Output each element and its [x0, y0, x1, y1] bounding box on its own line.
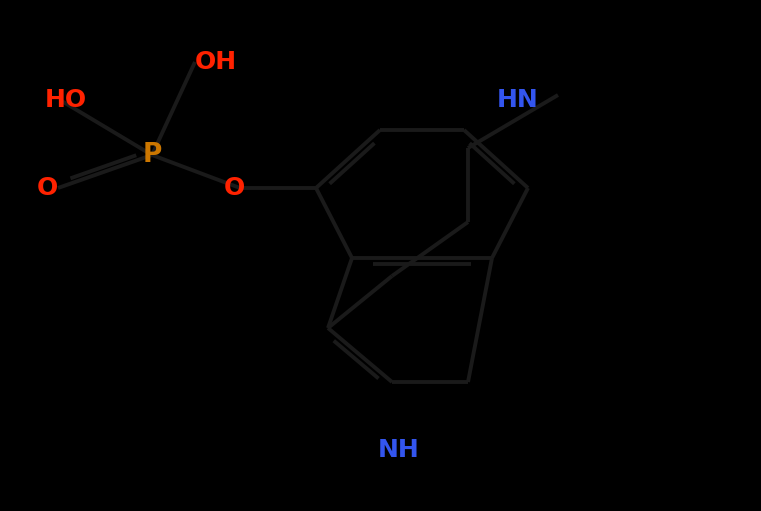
Text: HN: HN [497, 88, 539, 112]
Text: O: O [224, 176, 244, 200]
Text: HO: HO [45, 88, 87, 112]
Text: P: P [142, 142, 161, 168]
Text: OH: OH [195, 50, 237, 74]
Text: O: O [37, 176, 58, 200]
Text: NH: NH [378, 438, 420, 462]
